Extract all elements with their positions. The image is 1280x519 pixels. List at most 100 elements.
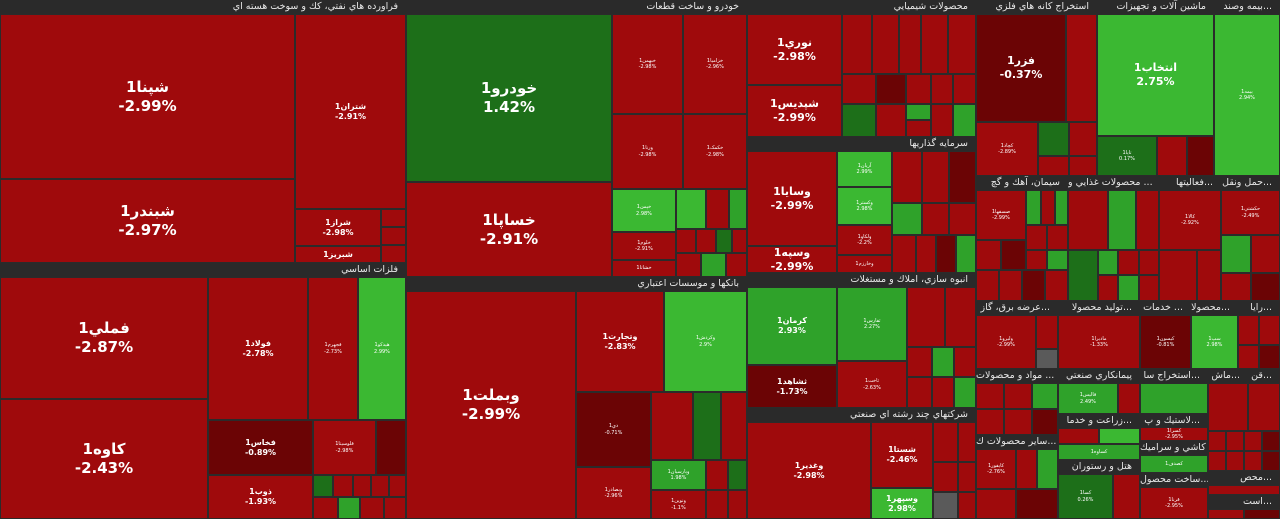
tile-tapa[interactable]: تاپا1 0.17%: [1097, 136, 1157, 176]
tile-vkoster[interactable]: وكستر1 2.98%: [837, 187, 892, 225]
tile-fazar[interactable]: فزر1 -0.37%: [976, 14, 1066, 122]
tile-small[interactable]: [1136, 190, 1159, 250]
tile-fajahrom[interactable]: فجهرم1 -2.73%: [308, 277, 358, 420]
tile-small[interactable]: [381, 227, 406, 245]
tile-small[interactable]: [1262, 451, 1280, 471]
tile-kison[interactable]: كيسون1 -0.81%: [1140, 315, 1191, 369]
tile-small[interactable]: [907, 377, 932, 408]
tile-small[interactable]: [933, 492, 958, 519]
tile-small[interactable]: [1038, 122, 1069, 156]
tile-small[interactable]: [1032, 383, 1058, 409]
tile-small[interactable]: [922, 151, 949, 203]
tile-small[interactable]: [948, 14, 976, 74]
tile-small[interactable]: [1244, 431, 1262, 451]
tile-small[interactable]: [676, 253, 701, 277]
tile-small[interactable]: [907, 287, 945, 347]
tile-vkharazm[interactable]: وخارزم1: [837, 255, 892, 273]
tile-small[interactable]: [721, 392, 747, 460]
tile-small[interactable]: [716, 229, 732, 253]
tile-small[interactable]: [906, 74, 931, 104]
tile-small[interactable]: [381, 245, 406, 263]
sector-ceramics[interactable]: كاشي و سراميك كصدف1: [1140, 441, 1208, 473]
tile-small[interactable]: [954, 377, 976, 408]
tile-khpamen[interactable]: خپمن1 2.98%: [612, 189, 676, 232]
sector-services[interactable]: خدمات ... كيسون1 -0.81%: [1140, 301, 1191, 369]
tile-vnovin[interactable]: ونوين1 -1.1%: [651, 490, 706, 519]
tile-vbemellat[interactable]: وبملت1 -2.99%: [406, 291, 576, 519]
tile-small[interactable]: [1036, 349, 1058, 369]
tile-small[interactable]: [1026, 190, 1041, 225]
tile-small[interactable]: [906, 104, 931, 120]
tile-small[interactable]: [676, 189, 706, 229]
tile-small[interactable]: [360, 497, 384, 519]
tile-foolad[interactable]: فولاد1 -2.78%: [208, 277, 308, 420]
tile-small[interactable]: [726, 253, 747, 277]
tile-khsapa[interactable]: خساپا1 -2.91%: [406, 182, 612, 277]
tile-small[interactable]: [958, 422, 976, 462]
tile-kaveh[interactable]: كاوه1 -2.43%: [0, 399, 208, 519]
tile-small[interactable]: [1226, 451, 1244, 471]
tile-small[interactable]: [732, 229, 747, 253]
tile-vlkav[interactable]: ولكاو1 -2.2%: [837, 225, 892, 255]
tile-small[interactable]: [949, 151, 976, 203]
tile-small[interactable]: [945, 287, 976, 347]
tile-khbahman[interactable]: خبهمن1 -2.98%: [612, 14, 683, 114]
tile-small[interactable]: [338, 497, 360, 519]
tile-small[interactable]: [1001, 240, 1026, 270]
tile-ksadaf[interactable]: كصدف1: [1140, 455, 1208, 473]
tile-small[interactable]: [932, 377, 954, 408]
tile-small[interactable]: [333, 475, 353, 497]
sector-qan[interactable]: قن...: [1248, 369, 1280, 431]
tile-small[interactable]: [728, 490, 747, 519]
tile-khodro[interactable]: خودرو1 1.42%: [406, 14, 612, 182]
tile-small[interactable]: [1244, 509, 1280, 519]
tile-small[interactable]: [706, 460, 728, 490]
tile-small[interactable]: [353, 475, 371, 497]
tile-small[interactable]: [1157, 136, 1187, 176]
tile-small[interactable]: [954, 347, 976, 377]
tile-small[interactable]: [1047, 225, 1068, 250]
tile-bimeh[interactable]: بيمه1 2.94%: [1214, 14, 1280, 176]
tile-small[interactable]: [1248, 383, 1280, 431]
tile-noori[interactable]: نوري1 -2.98%: [747, 14, 842, 85]
sector-agriculture[interactable]: زراعت و خدما...: [1058, 414, 1140, 444]
tile-fameli[interactable]: فملي1 -2.87%: [0, 277, 208, 399]
tile-small[interactable]: [1098, 275, 1118, 301]
tile-shepna[interactable]: شپنا1 -2.99%: [0, 14, 295, 179]
sector-est[interactable]: است...: [1208, 495, 1280, 519]
tile-small[interactable]: [842, 74, 876, 104]
tile-kasra[interactable]: كسرا1 -2.95%: [1140, 427, 1208, 441]
tile-small[interactable]: [976, 240, 1001, 270]
tile-shbandar[interactable]: شبندر1 -2.97%: [0, 179, 295, 263]
tile-small[interactable]: [921, 14, 948, 74]
tile-small[interactable]: [949, 203, 976, 235]
sector-computer[interactable]: رايا...: [1238, 301, 1280, 369]
mini-grid[interactable]: [1208, 431, 1280, 471]
sector-manufacturing[interactable]: ساخت محصول... قرنا1-2.95%: [1140, 473, 1208, 519]
tile-small[interactable]: [1032, 409, 1058, 435]
tile-shtaran[interactable]: شتران1 -2.91%: [295, 14, 406, 209]
tile-khlom[interactable]: خلوم1 -2.91%: [612, 232, 676, 260]
tile-vparsian[interactable]: وپارسيان1 1.98%: [651, 460, 706, 490]
tile-small[interactable]: [953, 104, 976, 137]
tile-kala[interactable]: كالا1 -2.92%: [1159, 190, 1221, 250]
tile-small[interactable]: [1068, 190, 1108, 250]
tile-small[interactable]: [1208, 509, 1244, 519]
sector-activities[interactable]: فعاليتها... كالا1 -2.92%: [1159, 176, 1221, 301]
tile-falosita[interactable]: فلوسيتا1 -2.98%: [313, 420, 376, 475]
tile-small[interactable]: [1022, 270, 1045, 301]
sector-diversified[interactable]: شركتهاي چند رشته اي صنعتي وغدير1 -2.98% ش…: [747, 408, 976, 519]
tile-small[interactable]: [906, 120, 931, 137]
tile-vgardesh[interactable]: وكردش1 2.9%: [664, 291, 747, 392]
tile-small[interactable]: [976, 409, 1004, 435]
tile-small[interactable]: [958, 462, 976, 492]
sector-hotel[interactable]: هتل و رستوران كسا1 0.26%: [1058, 460, 1140, 519]
sector-contracting[interactable]: پيمانكاري صنعتي فاليس1 2.49%: [1058, 369, 1140, 414]
tile-small[interactable]: [1016, 489, 1058, 519]
tile-small[interactable]: [976, 383, 1004, 409]
tile-small[interactable]: [1187, 136, 1214, 176]
sector-investment[interactable]: سرمايه گذاريها وسايا1 -2.99% وسپه1 -2.99% …: [747, 137, 976, 273]
sector-mining-other[interactable]: استخراج سا...: [1140, 369, 1208, 414]
tile-small[interactable]: [1098, 250, 1118, 275]
tile-small[interactable]: [1208, 431, 1226, 451]
